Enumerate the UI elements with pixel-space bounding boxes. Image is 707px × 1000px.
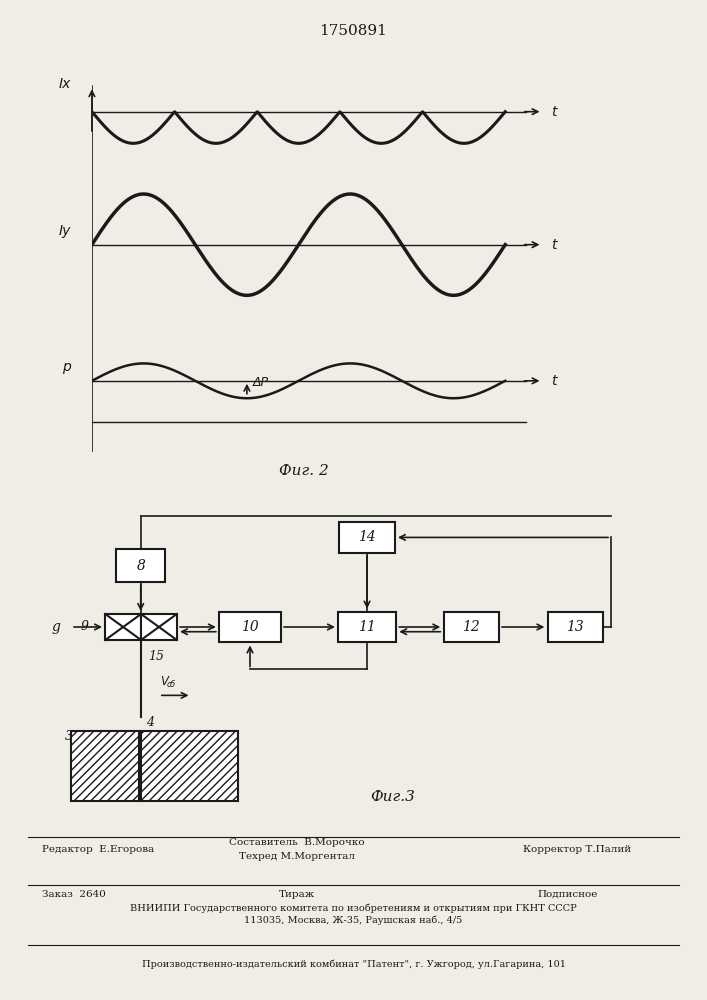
Text: 13: 13 bbox=[566, 620, 584, 634]
Bar bbox=[338, 612, 397, 642]
Text: 11: 11 bbox=[358, 620, 376, 634]
Text: Фиг. 2: Фиг. 2 bbox=[279, 464, 329, 478]
Bar bbox=[339, 522, 395, 553]
Text: Производственно-издательский комбинат "Патент", г. Ужгород, ул.Гагарина, 101: Производственно-издательский комбинат "П… bbox=[141, 960, 566, 969]
Text: 12: 12 bbox=[462, 620, 480, 634]
Text: 113035, Москва, Ж-35, Раушская наб., 4/5: 113035, Москва, Ж-35, Раушская наб., 4/5 bbox=[245, 916, 462, 925]
Text: Тираж: Тираж bbox=[279, 890, 315, 899]
Bar bbox=[105, 614, 141, 640]
Bar bbox=[548, 612, 603, 642]
Text: 14: 14 bbox=[358, 530, 376, 544]
Text: 3: 3 bbox=[64, 730, 73, 743]
Bar bbox=[71, 731, 139, 801]
Text: t: t bbox=[551, 238, 556, 252]
Text: Ix: Ix bbox=[59, 77, 71, 91]
Text: 4: 4 bbox=[146, 716, 154, 729]
Text: Корректор Т.Палий: Корректор Т.Палий bbox=[523, 845, 631, 854]
Bar bbox=[141, 614, 177, 640]
Text: $V_{\!c\!б}$: $V_{\!c\!б}$ bbox=[160, 675, 177, 690]
Bar bbox=[141, 731, 238, 801]
Text: 9: 9 bbox=[80, 620, 88, 634]
Text: 8: 8 bbox=[136, 559, 145, 573]
Text: Фиг.3: Фиг.3 bbox=[370, 790, 416, 804]
Text: Редактор  Е.Егорова: Редактор Е.Егорова bbox=[42, 845, 155, 854]
Text: t: t bbox=[551, 105, 556, 119]
Bar bbox=[117, 549, 165, 582]
Text: p: p bbox=[62, 360, 71, 374]
Text: Подписное: Подписное bbox=[537, 890, 597, 899]
Text: 1750891: 1750891 bbox=[320, 24, 387, 38]
Text: 10: 10 bbox=[241, 620, 259, 634]
Text: t: t bbox=[551, 374, 556, 388]
Text: ВНИИПИ Государственного комитета по изобретениям и открытиям при ГКНТ СССР: ВНИИПИ Государственного комитета по изоб… bbox=[130, 904, 577, 913]
Text: Заказ  2640: Заказ 2640 bbox=[42, 890, 106, 899]
Text: Составитель  В.Морочко: Составитель В.Морочко bbox=[229, 838, 365, 847]
Text: g: g bbox=[52, 620, 61, 634]
Text: ΔP: ΔP bbox=[253, 376, 269, 389]
Text: 15: 15 bbox=[148, 650, 165, 663]
Text: Iy: Iy bbox=[59, 224, 71, 238]
Text: Техред М.Моргентал: Техред М.Моргентал bbox=[239, 852, 355, 861]
Bar bbox=[219, 612, 281, 642]
Bar bbox=[443, 612, 499, 642]
